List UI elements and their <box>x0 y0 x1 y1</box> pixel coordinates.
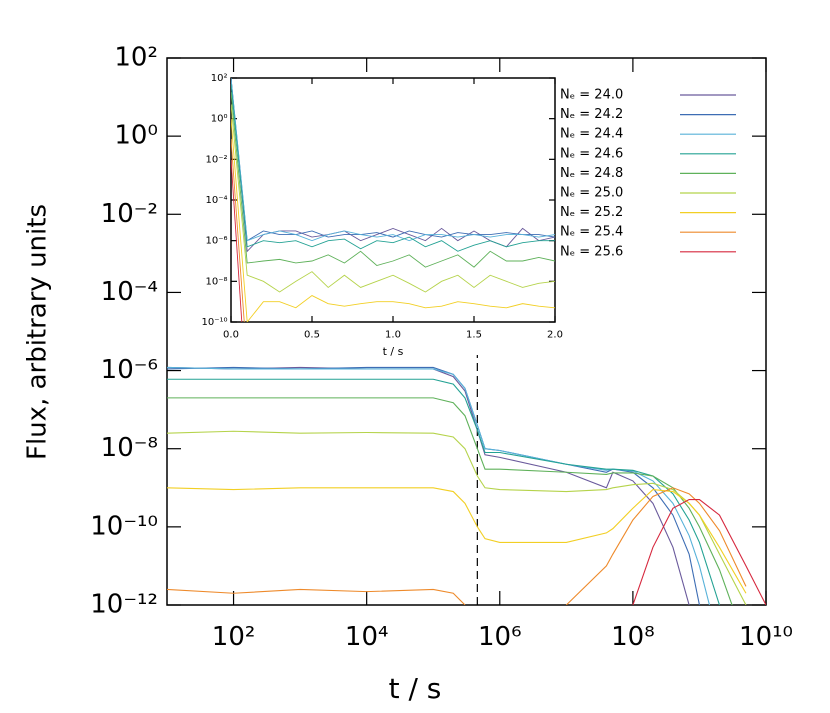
y-tick-label: 10² <box>211 73 228 84</box>
series-line <box>231 104 555 293</box>
legend-label: Nₑ = 24.2 <box>560 107 623 122</box>
x-tick-label: 0.0 <box>223 330 239 341</box>
legend-label: Nₑ = 24.4 <box>560 127 623 142</box>
y-axis-label: Flux, arbitrary units <box>23 204 53 460</box>
x-tick-label: 10⁴ <box>345 622 389 652</box>
y-tick-label: 10⁻² <box>101 199 158 229</box>
series-line <box>632 499 766 605</box>
legend-label: Nₑ = 25.4 <box>560 225 623 240</box>
inset-frame <box>230 77 556 323</box>
x-tick-label: 10⁶ <box>478 622 522 652</box>
series-group <box>231 78 555 322</box>
series-line <box>231 138 245 322</box>
y-tick-label: 10² <box>114 43 158 73</box>
y-tick-label: 10⁻⁶ <box>101 355 158 385</box>
legend-label: Nₑ = 24.0 <box>560 88 623 103</box>
y-tick-label: 10⁻¹⁰ <box>201 317 227 328</box>
series-line <box>167 366 711 605</box>
series-line <box>231 78 555 242</box>
y-tick-label: 10⁻⁴ <box>205 195 227 206</box>
y-tick-label: 10⁻⁸ <box>205 276 227 287</box>
y-tick-label: 10⁻² <box>205 154 227 165</box>
x-tick-label: 0.5 <box>304 330 320 341</box>
series-line <box>231 84 555 252</box>
y-tick-label: 10⁰ <box>211 114 228 125</box>
series-line <box>167 487 747 594</box>
series-line <box>167 366 690 605</box>
series-group <box>167 355 766 605</box>
legend-label: Nₑ = 25.2 <box>560 205 623 220</box>
x-tick-label: 10⁸ <box>611 622 655 652</box>
legend-label: Nₑ = 24.8 <box>560 166 623 181</box>
x-tick-label: 1.5 <box>466 330 482 341</box>
series-line <box>167 487 747 605</box>
inset-x-axis-label: t / s <box>383 345 404 358</box>
x-tick-label: 10¹⁰ <box>739 622 793 652</box>
y-tick-label: 10⁻¹⁰ <box>90 511 158 541</box>
plot-frame <box>166 57 767 606</box>
series-line <box>167 397 733 605</box>
series-line <box>167 378 721 605</box>
y-tick-label: 10⁻⁴ <box>101 277 158 307</box>
x-axis-label: t / s <box>389 672 442 705</box>
y-tick-label: 10⁻¹² <box>90 590 158 620</box>
legend-label: Nₑ = 25.6 <box>560 244 623 259</box>
series-line <box>231 118 555 322</box>
x-tick-label: 1.0 <box>385 330 401 341</box>
x-tick-label: 2.0 <box>547 330 563 341</box>
series-line <box>231 92 555 268</box>
y-tick-label: 10⁻⁸ <box>101 433 158 463</box>
x-tick-label: 10² <box>212 622 256 652</box>
y-tick-label: 10⁻⁶ <box>205 236 227 247</box>
legend-label: Nₑ = 25.0 <box>560 186 623 201</box>
series-line <box>231 159 243 322</box>
legend-label: Nₑ = 24.6 <box>560 146 623 161</box>
y-tick-label: 10⁰ <box>114 121 158 151</box>
series-line <box>231 78 555 242</box>
